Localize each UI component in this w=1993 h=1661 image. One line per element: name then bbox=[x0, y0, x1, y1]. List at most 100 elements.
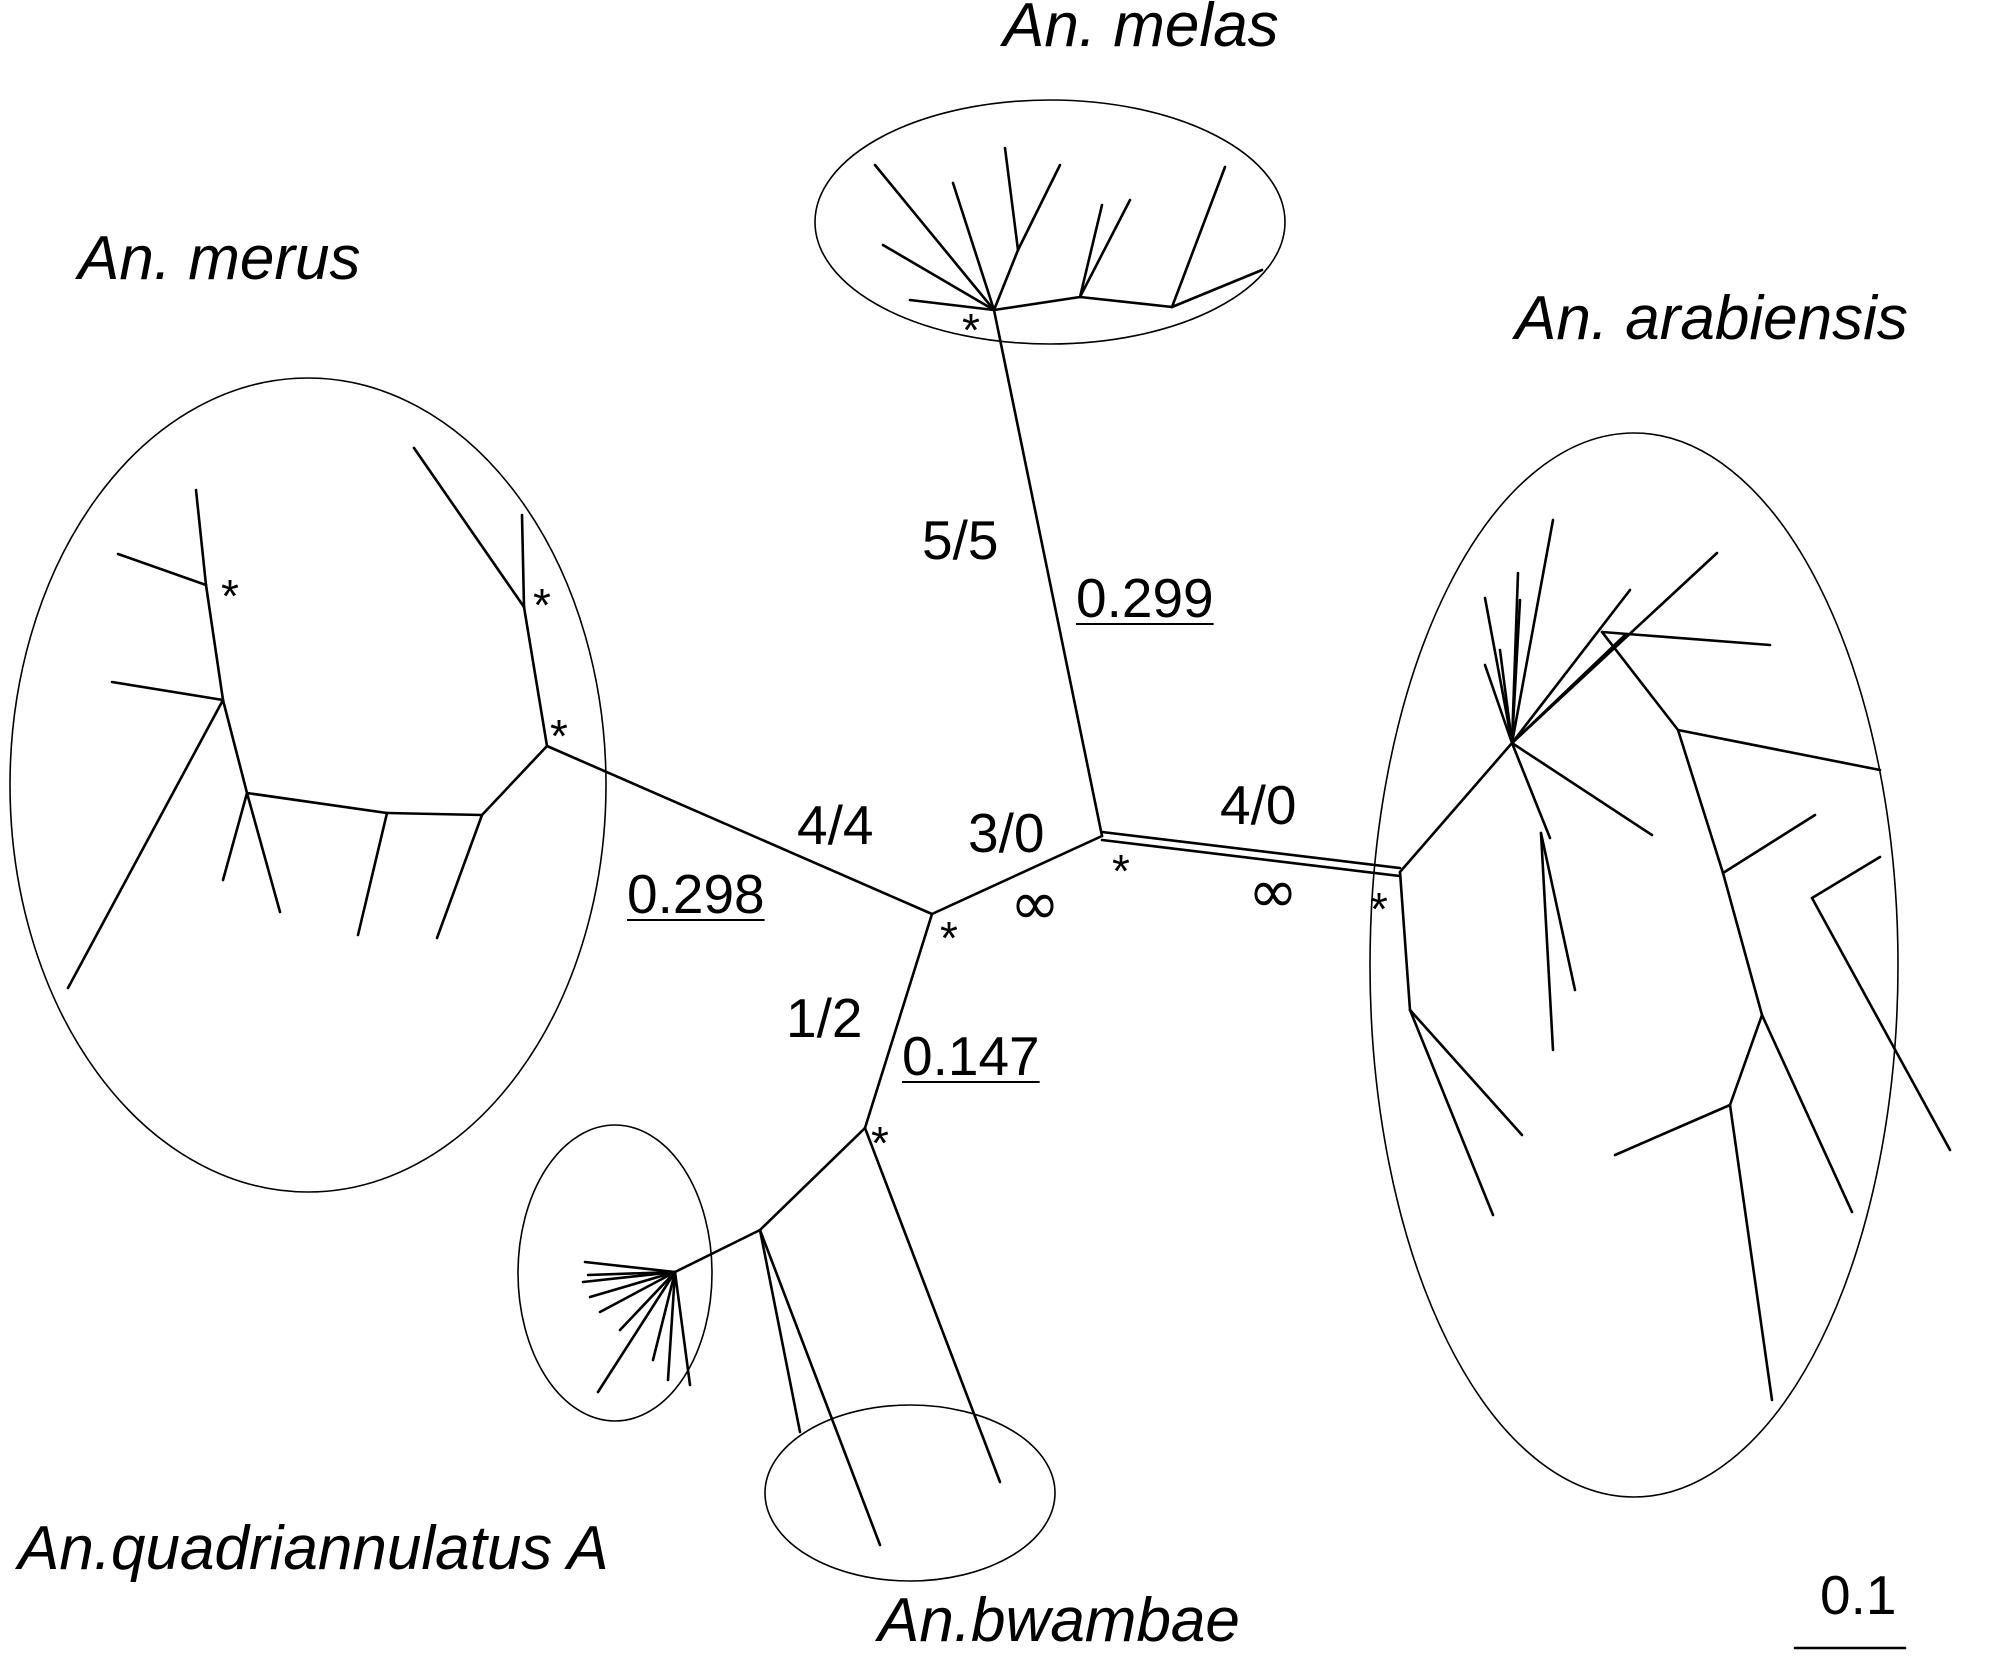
merus-branch bbox=[356, 811, 389, 937]
lower-branch bbox=[673, 1270, 692, 1387]
branch-arabiensis-stem-a bbox=[1100, 830, 1402, 870]
arabiensis-branch bbox=[1510, 518, 1555, 745]
arabiensis-branch bbox=[1600, 630, 1772, 647]
species-label-bwambae: An.bwambae bbox=[878, 1586, 1240, 1655]
melas-branch bbox=[992, 295, 1082, 312]
lower-branch bbox=[758, 1228, 802, 1434]
branch-melas-stem bbox=[992, 308, 1104, 838]
branch-lower-stem bbox=[863, 912, 934, 1130]
arabiensis-branch bbox=[1498, 648, 1514, 745]
melas-branch bbox=[1170, 165, 1227, 309]
branch-ratio-melas: 5/5 bbox=[922, 509, 999, 571]
merus-branch bbox=[385, 811, 484, 817]
arabiensis-branch bbox=[1760, 1013, 1854, 1214]
branch-distance-melas: 0.299 bbox=[1076, 567, 1214, 629]
arabiensis-branch bbox=[1510, 741, 1654, 837]
arabiensis-branch bbox=[1539, 831, 1555, 1052]
melas-branch bbox=[951, 181, 996, 312]
arabiensis-branch bbox=[1810, 896, 1952, 1152]
support-asterisk: * bbox=[962, 304, 980, 356]
melas-branch bbox=[1003, 146, 1020, 252]
arabiensis-branch bbox=[1408, 1008, 1524, 1137]
arabiensis-branch bbox=[1676, 728, 1882, 772]
lower-branch bbox=[651, 1270, 677, 1362]
scale-bar-label: 0.1 bbox=[1820, 1564, 1897, 1626]
branch-distance-lower: 0.147 bbox=[902, 1025, 1040, 1087]
lower-branch bbox=[583, 1260, 677, 1274]
merus-branch bbox=[204, 583, 225, 702]
merus-branch bbox=[245, 791, 282, 914]
melas-branch bbox=[873, 163, 996, 312]
lower-branch bbox=[673, 1228, 762, 1274]
merus-branch bbox=[245, 791, 389, 815]
species-label-quadriannulatus: An.quadriannulatus A bbox=[18, 1514, 609, 1583]
merus-branch bbox=[480, 744, 549, 817]
clade-outline-melas bbox=[814, 99, 1286, 345]
branch-center-internal bbox=[930, 834, 1104, 916]
merus-branch bbox=[522, 605, 549, 748]
arabiensis-branch bbox=[1721, 813, 1817, 875]
lower-branch bbox=[758, 1228, 882, 1547]
branch-ratio-lower: 1/2 bbox=[786, 987, 863, 1049]
merus-branch bbox=[221, 791, 249, 882]
melas-branch bbox=[1170, 268, 1264, 309]
merus-branch bbox=[110, 680, 225, 702]
branch-ratio-merus: 4/4 bbox=[797, 794, 874, 856]
lower-branch bbox=[863, 1126, 1002, 1484]
arabiensis-branch bbox=[1483, 663, 1514, 745]
arabiensis-branch bbox=[1483, 596, 1514, 745]
lower-branch bbox=[588, 1270, 677, 1299]
branch-distance-center: ∞ bbox=[1010, 869, 1060, 939]
arabiensis-branch bbox=[1728, 1013, 1764, 1107]
arabiensis-branch bbox=[1676, 728, 1725, 875]
clade-outline-bwambae bbox=[764, 1404, 1056, 1582]
support-asterisk: * bbox=[533, 579, 551, 631]
arabiensis-branch bbox=[1398, 741, 1514, 874]
branch-arabiensis-stem-b bbox=[1100, 838, 1402, 878]
arabiensis-branch bbox=[1721, 871, 1764, 1017]
melas-branch bbox=[1078, 198, 1132, 299]
arabiensis-branch bbox=[1810, 855, 1882, 900]
arabiensis-branch bbox=[1613, 1103, 1732, 1157]
merus-branch bbox=[435, 813, 484, 940]
melas-branch bbox=[1078, 295, 1174, 309]
lower-branch bbox=[666, 1270, 677, 1382]
arabiensis-branch bbox=[1728, 1103, 1774, 1402]
branch-distance-arabiensis: ∞ bbox=[1248, 857, 1298, 927]
melas-branch bbox=[992, 248, 1020, 312]
merus-branch bbox=[66, 698, 225, 990]
merus-branch bbox=[116, 552, 208, 587]
arabiensis-branch bbox=[1510, 571, 1520, 745]
branch-merus-stem bbox=[545, 744, 934, 916]
support-asterisk: * bbox=[1370, 883, 1388, 935]
support-asterisk: * bbox=[940, 912, 958, 964]
arabiensis-branch bbox=[1510, 588, 1632, 745]
lower-branch bbox=[598, 1270, 677, 1314]
melas-branch bbox=[881, 243, 996, 312]
lower-branch bbox=[758, 1126, 867, 1232]
merus-branch bbox=[412, 446, 526, 609]
merus-branch bbox=[520, 513, 526, 609]
lower-branch bbox=[618, 1270, 677, 1332]
support-asterisk: * bbox=[1112, 845, 1130, 897]
branch-ratio-center: 3/0 bbox=[968, 802, 1045, 864]
arabiensis-branch bbox=[1539, 831, 1577, 992]
arabiensis-branch bbox=[1408, 1008, 1495, 1217]
merus-branch bbox=[221, 698, 249, 795]
merus-branch bbox=[194, 488, 208, 587]
branch-ratio-arabiensis: 4/0 bbox=[1220, 774, 1297, 836]
support-asterisk: * bbox=[221, 570, 239, 622]
species-label-melas: An. melas bbox=[1003, 0, 1279, 60]
branch-distance-merus: 0.298 bbox=[627, 863, 765, 925]
arabiensis-branch bbox=[1398, 870, 1412, 1012]
clade-outline-arabiensis bbox=[1369, 432, 1899, 1498]
clade-outline-merus bbox=[9, 377, 607, 1193]
support-asterisk: * bbox=[550, 710, 568, 762]
lower-branch bbox=[586, 1270, 677, 1277]
clade-outline-quadriannulatus bbox=[517, 1124, 713, 1422]
melas-branch bbox=[1016, 163, 1062, 252]
species-label-arabiensis: An. arabiensis bbox=[1515, 284, 1908, 353]
species-label-merus: An. merus bbox=[78, 224, 361, 293]
arabiensis-branch bbox=[1600, 630, 1680, 732]
